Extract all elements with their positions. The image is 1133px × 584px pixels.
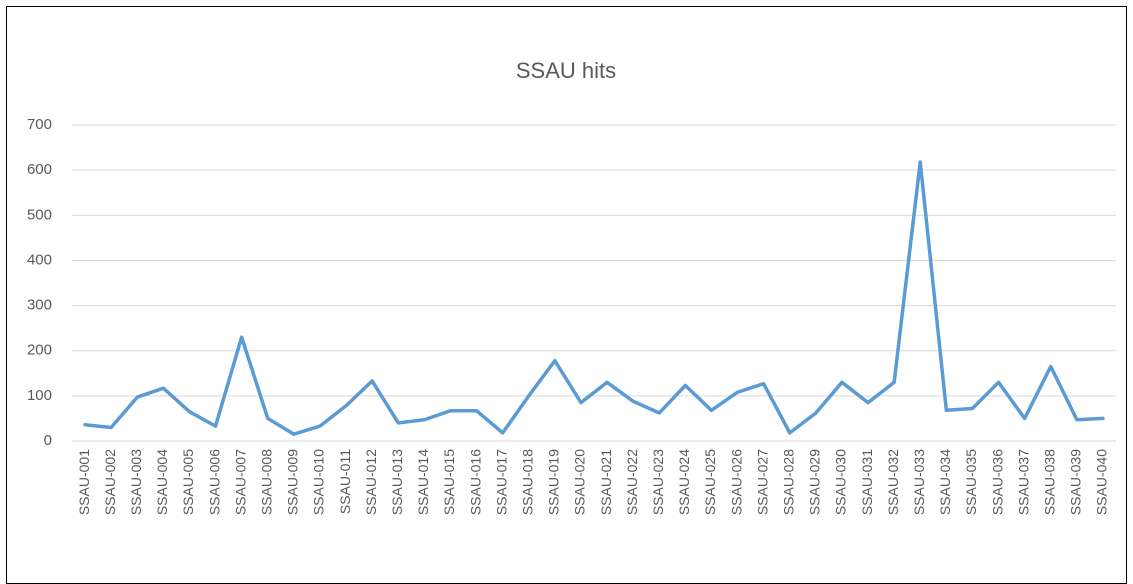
x-tick-label: SSAU-009 (285, 449, 301, 515)
x-tick-label: SSAU-001 (76, 449, 92, 515)
y-tick-label: 100 (27, 387, 52, 404)
data-line (83, 160, 1105, 436)
x-tick-label: SSAU-034 (937, 449, 953, 515)
x-tick-label: SSAU-004 (154, 449, 170, 515)
chart-title: SSAU hits (516, 58, 616, 83)
x-tick-label: SSAU-007 (232, 449, 248, 515)
x-tick-label: SSAU-006 (206, 449, 222, 515)
y-tick-label: 700 (27, 116, 52, 133)
x-tick-label: SSAU-040 (1094, 449, 1110, 515)
x-tick-label: SSAU-013 (389, 449, 405, 515)
y-tick-label: 300 (27, 297, 52, 314)
x-tick-label: SSAU-033 (911, 449, 927, 515)
x-tick-label: SSAU-002 (102, 449, 118, 515)
x-tick-label: SSAU-019 (546, 449, 562, 515)
x-tick-label: SSAU-017 (493, 449, 509, 515)
x-tick-label: SSAU-038 (1041, 449, 1057, 515)
x-tick-label: SSAU-018 (519, 449, 535, 515)
x-tick-label: SSAU-026 (728, 449, 744, 515)
x-tick-label: SSAU-010 (311, 449, 327, 515)
x-tick-label: SSAU-021 (598, 449, 614, 515)
x-tick-label: SSAU-024 (676, 449, 692, 515)
x-tick-label: SSAU-036 (989, 449, 1005, 515)
y-tick-label: 200 (27, 342, 52, 359)
x-tick-label: SSAU-035 (963, 449, 979, 515)
x-tick-label: SSAU-022 (624, 449, 640, 515)
x-tick-label: SSAU-003 (128, 449, 144, 515)
chart-border (6, 6, 1127, 584)
x-tick-label: SSAU-039 (1068, 449, 1084, 515)
x-tick-label: SSAU-005 (180, 449, 196, 515)
x-tick-label: SSAU-030 (833, 449, 849, 515)
x-tick-label: SSAU-016 (467, 449, 483, 515)
x-tick-label: SSAU-025 (702, 449, 718, 515)
x-tick-label: SSAU-014 (415, 449, 431, 515)
x-tick-label: SSAU-015 (441, 449, 457, 515)
y-tick-label: 600 (27, 161, 52, 178)
x-tick-label: SSAU-011 (337, 449, 353, 514)
x-tick-label: SSAU-027 (754, 449, 770, 515)
y-tick-label: 0 (44, 432, 52, 449)
x-tick-label: SSAU-020 (572, 449, 588, 515)
x-tick-label: SSAU-008 (258, 449, 274, 515)
x-tick-label: SSAU-037 (1015, 449, 1031, 515)
y-tick-label: 400 (27, 251, 52, 268)
x-tick-label: SSAU-031 (859, 449, 875, 515)
x-tick-label: SSAU-028 (780, 449, 796, 515)
x-tick-label: SSAU-023 (650, 449, 666, 515)
x-tick-label: SSAU-012 (363, 449, 379, 515)
y-tick-label: 500 (27, 206, 52, 223)
x-tick-label: SSAU-029 (807, 449, 823, 515)
x-tick-label: SSAU-032 (885, 449, 901, 515)
